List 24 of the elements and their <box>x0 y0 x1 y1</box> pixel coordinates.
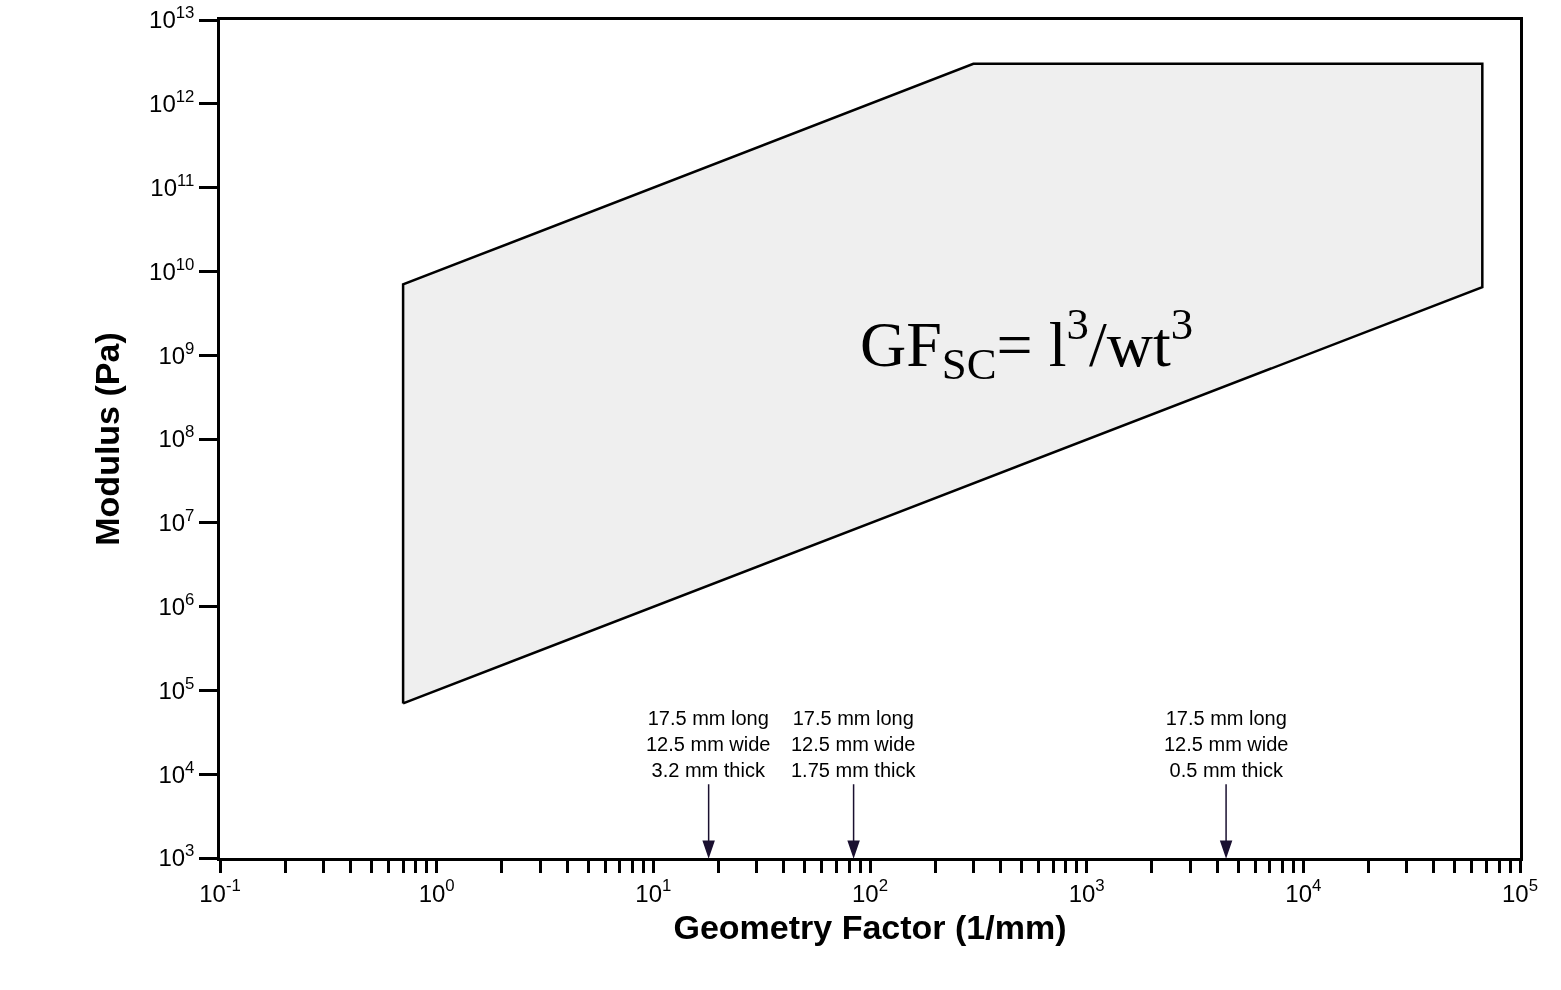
x-tick-label: 10$^{-1}$ <box>199 876 241 907</box>
x-axis-title: Geometry Factor (1/mm) <box>673 907 1067 946</box>
x-tick-label: 10$^{0}$ <box>418 876 455 907</box>
y-tick-label: 10$^{3}$ <box>158 841 195 872</box>
x-tick-label: 10$^{1}$ <box>635 876 672 907</box>
annotation: GF$_{SC}$= l$^{3}$/wt$^{3}$ <box>860 299 1194 390</box>
y-tick-label: 10$^{11}$ <box>150 170 195 201</box>
ref-line-label: 17.5 mm long 12.5 mm wide 1.75 mm thick <box>791 707 917 781</box>
y-tick-label: 10$^{4}$ <box>158 757 195 788</box>
y-tick-label: 10$^{9}$ <box>158 338 195 369</box>
x-tick-label: 10$^{3}$ <box>1068 876 1105 907</box>
x-tick-label: 10$^{2}$ <box>851 876 889 907</box>
ref-line-label: 17.5 mm long 12.5 mm wide 0.5 mm thick <box>1164 707 1289 781</box>
y-tick-label: 10$^{12}$ <box>149 87 195 118</box>
y-tick-label: 10$^{7}$ <box>158 506 195 537</box>
y-tick-label: 10$^{13}$ <box>149 3 195 34</box>
y-tick-label: 10$^{8}$ <box>158 422 195 453</box>
y-tick-label: 10$^{10}$ <box>149 254 195 285</box>
ref-line-label: 17.5 mm long 12.5 mm wide 3.2 mm thick <box>646 707 771 781</box>
y-tick-label: 10$^{6}$ <box>158 589 195 620</box>
x-tick-label: 10$^{5}$ <box>1501 876 1539 907</box>
y-tick-label: 10$^{5}$ <box>158 673 195 704</box>
y-axis-title: Modulus (Pa) <box>87 332 126 546</box>
x-tick-label: 10$^{4}$ <box>1285 876 1322 907</box>
